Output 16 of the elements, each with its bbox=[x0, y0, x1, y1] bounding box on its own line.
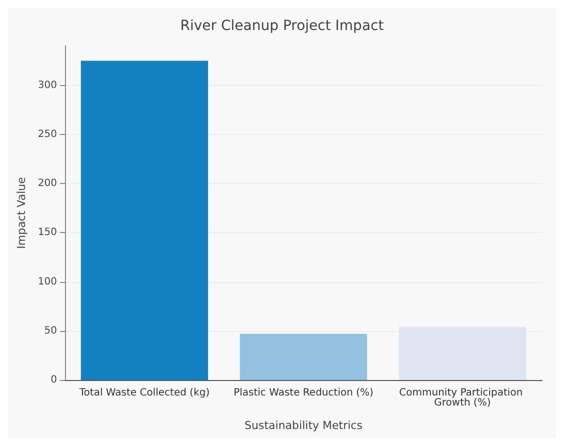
y-tick-label: 200 bbox=[38, 178, 57, 190]
chart-title: River Cleanup Project Impact bbox=[180, 18, 384, 34]
x-tick-label: Plastic Waste Reduction (%) bbox=[234, 388, 374, 398]
bar bbox=[80, 60, 208, 380]
x-axis-title: Sustainability Metrics bbox=[244, 419, 363, 432]
y-tick-label: 0 bbox=[50, 374, 57, 386]
y-tick-label: 300 bbox=[38, 80, 57, 91]
y-axis-title: Impact Value bbox=[15, 176, 28, 249]
bar bbox=[398, 326, 526, 380]
y-tick-label: 100 bbox=[38, 276, 57, 288]
y-tick-label: 50 bbox=[44, 325, 57, 336]
x-tick-label: Total Waste Collected (kg) bbox=[78, 388, 210, 398]
bar bbox=[240, 334, 368, 380]
x-tick-label: Community Participation Growth (%) bbox=[399, 388, 526, 408]
y-tick-label: 150 bbox=[38, 227, 57, 238]
y-tick-label: 250 bbox=[38, 128, 57, 140]
